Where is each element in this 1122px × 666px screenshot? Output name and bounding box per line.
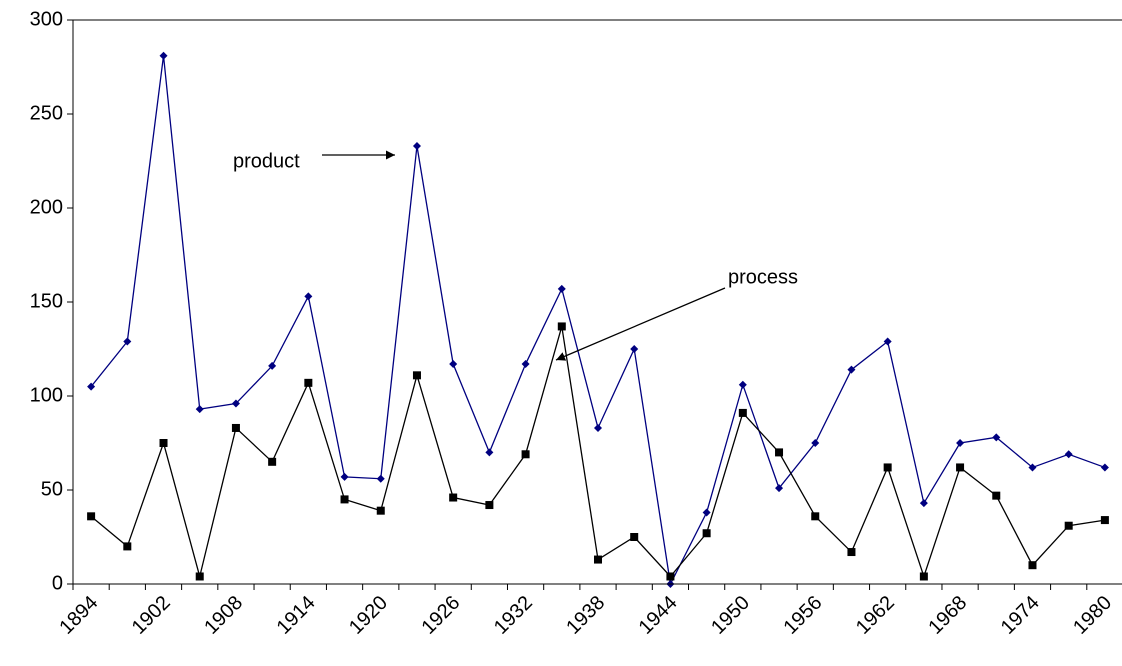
point-marker [340,495,349,504]
point-marker [449,360,458,369]
point-marker [449,493,458,502]
point-marker [594,423,602,432]
x-tick-label: 1944 [635,592,682,639]
point-marker [268,361,277,370]
y-tick-label: 0 [52,572,63,594]
point-marker [1100,463,1109,472]
point-marker [883,337,892,346]
annotation: process [728,266,798,288]
x-tick-label: 1956 [779,592,826,639]
point-marker [630,533,639,541]
x-tick-label: 1980 [1069,592,1116,639]
point-marker [1028,561,1037,570]
series-line [90,326,1106,579]
point-marker [775,484,784,493]
x-tick-label: 1920 [345,592,392,639]
point-marker [883,463,892,472]
point-marker [376,474,385,483]
point-marker [557,322,566,331]
x-tick-label: 1914 [273,592,320,639]
point-marker [847,365,856,374]
point-marker [485,501,494,510]
y-tick-label: 200 [30,196,63,218]
point-marker [594,555,602,564]
point-marker [159,439,168,447]
point-marker [195,572,204,581]
x-tick-label: 1962 [852,592,899,639]
point-marker [847,548,856,557]
point-marker [340,472,349,481]
point-marker [919,499,928,508]
x-tick-label: 1902 [128,592,175,639]
x-tick-label: 1968 [924,592,971,639]
point-marker [992,491,1001,500]
x-tick-label: 1894 [55,592,102,639]
point-marker [123,337,132,346]
point-marker [557,284,566,293]
point-marker [1100,516,1109,525]
point-marker [485,448,494,457]
point-marker [811,512,820,521]
point-marker [1028,463,1037,472]
point-marker [919,572,928,581]
point-marker [1064,521,1073,530]
point-marker [231,399,240,408]
point-marker [195,405,204,414]
series-line [90,55,1106,587]
y-tick-label: 250 [30,102,63,124]
point-marker [304,378,313,387]
x-tick-label: 1938 [562,592,609,639]
point-marker [159,51,168,60]
point-marker [956,463,965,472]
point-marker [412,371,421,380]
point-marker [811,439,820,447]
y-tick-label: 300 [30,8,63,30]
point-marker [304,292,313,301]
point-marker [87,512,96,521]
point-marker [412,141,421,150]
x-tick-label: 1950 [707,592,754,639]
y-tick-label: 100 [30,384,63,406]
point-marker [1064,450,1073,459]
point-marker [123,542,132,551]
x-tick-label: 1974 [997,592,1044,639]
point-marker [702,508,711,517]
point-marker [702,529,711,538]
point-marker [666,572,675,581]
y-tick-label: 50 [41,478,63,500]
x-tick-label: 1932 [490,592,537,639]
point-marker [775,448,784,457]
point-marker [738,408,747,417]
x-tick-label: 1908 [200,592,247,639]
point-marker [376,506,385,515]
point-marker [268,457,277,466]
point-marker [738,380,747,389]
plot-frame [72,19,1122,584]
point-marker [956,439,965,447]
annotation: product [233,150,300,172]
annotation-arrow [555,287,726,361]
x-tick-label: 1926 [417,592,464,639]
point-marker [231,423,240,432]
point-marker [630,345,639,353]
point-marker [521,450,530,459]
point-marker [87,382,96,391]
y-tick-label: 150 [30,290,63,312]
point-marker [521,360,530,369]
point-marker [992,433,1001,442]
